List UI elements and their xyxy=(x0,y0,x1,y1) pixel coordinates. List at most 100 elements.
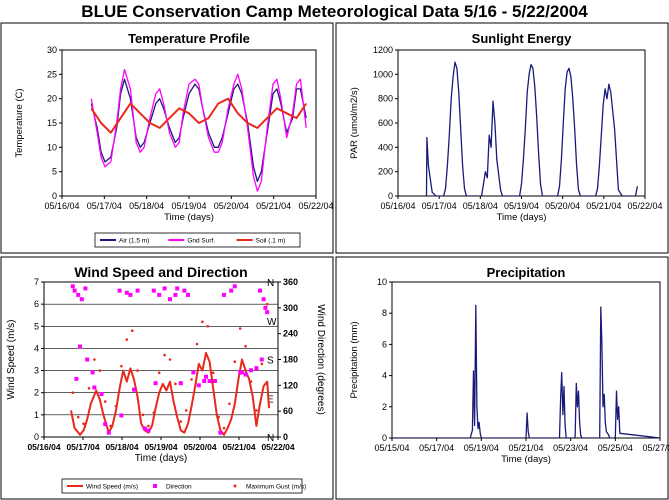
data-point-direction xyxy=(85,357,90,362)
data-point-direction xyxy=(146,428,151,433)
data-point-direction xyxy=(168,297,172,302)
data-point-direction xyxy=(83,286,88,291)
data-point-gust xyxy=(179,420,183,423)
legend-box xyxy=(94,232,301,248)
y-tick-label: 10 xyxy=(377,277,387,287)
data-point-direction xyxy=(213,379,217,384)
data-point-direction xyxy=(79,297,84,302)
x-tick-label: 05/18/04 xyxy=(129,201,164,211)
y-tick-label: 0 xyxy=(382,433,387,443)
data-point-direction xyxy=(124,290,129,295)
y-tick-label: 1200 xyxy=(373,45,393,55)
data-point-direction xyxy=(178,381,183,386)
legend-label: Gnd Surf. xyxy=(187,238,215,245)
legend-label: Air (1.5 m) xyxy=(119,238,149,245)
y-tick-label: 6 xyxy=(382,339,387,349)
x-tick-label: 05/22/04 xyxy=(261,442,294,452)
x-tick-label: 05/27/04 xyxy=(642,443,669,453)
series-line xyxy=(90,97,308,134)
series-line xyxy=(90,68,307,192)
data-point-direction xyxy=(182,288,187,293)
y-tick-label: 6 xyxy=(34,299,39,309)
data-point-gust xyxy=(120,364,123,368)
panel-frame xyxy=(335,22,669,254)
data-point-direction xyxy=(142,426,147,431)
data-point-direction xyxy=(117,288,122,293)
data-point-gust xyxy=(157,371,161,375)
page-title: BLUE Conservation Camp Meteorological Da… xyxy=(81,2,588,21)
data-point-gust xyxy=(82,422,85,426)
x-tick-label: 05/19/04 xyxy=(464,443,499,453)
data-point-direction xyxy=(128,292,133,297)
compass-label: N xyxy=(267,433,274,444)
y-tick-label: 0 xyxy=(52,191,57,201)
data-point-direction xyxy=(78,344,82,349)
x-tick-label: 05/21/04 xyxy=(256,201,291,211)
y-tick-label: 2 xyxy=(382,402,387,412)
data-point-gust xyxy=(228,402,231,406)
data-point-gust xyxy=(195,342,199,346)
data-point-gust xyxy=(103,400,107,403)
legend-label: Maximum Gust (m/s) xyxy=(246,484,306,491)
x-tick-label: 05/22/04 xyxy=(627,201,662,211)
data-point-gust xyxy=(130,329,134,333)
y-tick-label: 1000 xyxy=(373,69,393,79)
data-point-direction xyxy=(249,368,253,373)
x-tick-label: 05/19/04 xyxy=(171,201,206,211)
x-tick-label: 05/20/04 xyxy=(183,442,216,452)
x-tick-label: 05/17/04 xyxy=(87,201,122,211)
y-tick-label: 25 xyxy=(47,69,57,79)
legend-swatch xyxy=(233,484,237,488)
data-point-direction xyxy=(103,422,108,427)
data-point-gust xyxy=(174,382,177,386)
data-point-direction xyxy=(186,292,190,297)
x-tick-label: 05/18/04 xyxy=(105,442,138,452)
x-tick-label: 05/23/04 xyxy=(553,443,588,453)
compass-label: E xyxy=(267,394,274,405)
data-point-direction xyxy=(196,383,201,388)
x-tick-label: 05/17/04 xyxy=(422,201,457,211)
data-point-direction xyxy=(90,370,95,375)
x-axis-label: Time (days) xyxy=(135,453,187,464)
x-tick-label: 05/25/04 xyxy=(598,443,633,453)
data-point-gust xyxy=(98,369,102,372)
data-point-gust xyxy=(244,344,247,348)
data-point-direction xyxy=(151,288,156,293)
data-point-direction xyxy=(76,292,81,297)
series-line xyxy=(392,304,660,438)
x-axis-label: Time (days) xyxy=(164,212,214,223)
data-point-gust xyxy=(217,415,220,419)
y-tick-label: 5 xyxy=(52,167,57,177)
y-tick-label: 15 xyxy=(47,118,57,128)
x-tick-label: 05/21/04 xyxy=(222,442,255,452)
data-point-direction xyxy=(261,297,266,302)
temperature-chart-panel: Temperature Profile 0 5 10 15 20 25 30 05/16/04 0… xyxy=(0,22,334,254)
data-point-gust xyxy=(211,371,215,375)
series-group xyxy=(70,284,270,436)
x-axis-label: Time (days) xyxy=(497,212,547,223)
y-tick-label: 30 xyxy=(47,45,57,55)
y-tick-label: 4 xyxy=(34,343,39,353)
data-point-gust xyxy=(163,353,166,357)
chart-title: Precipitation xyxy=(487,265,566,280)
y-tick-label: 1 xyxy=(34,410,39,420)
y2-tick-label: 0 xyxy=(283,432,288,442)
data-point-direction xyxy=(153,381,158,386)
data-point-direction xyxy=(92,385,97,390)
data-point-gust xyxy=(238,327,242,330)
y-tick-label: 400 xyxy=(378,142,393,152)
data-point-gust xyxy=(141,413,145,417)
data-point-gust xyxy=(87,386,91,390)
x-tick-label: 05/15/04 xyxy=(374,443,409,453)
x-axis-label: Time (days) xyxy=(501,454,551,465)
x-tick-label: 05/20/04 xyxy=(545,201,580,211)
y-axis-label: Wind Speed (m/s) xyxy=(6,319,17,399)
y-axis-label: Precipitation (mm) xyxy=(349,321,360,398)
x-tick-label: 05/16/04 xyxy=(27,442,60,452)
y-tick-label: 0 xyxy=(34,432,39,442)
data-point-gust xyxy=(93,358,96,361)
y-tick-label: 10 xyxy=(47,142,57,152)
data-point-gust xyxy=(109,424,112,428)
series-group xyxy=(90,68,308,192)
data-point-gust xyxy=(233,360,237,364)
